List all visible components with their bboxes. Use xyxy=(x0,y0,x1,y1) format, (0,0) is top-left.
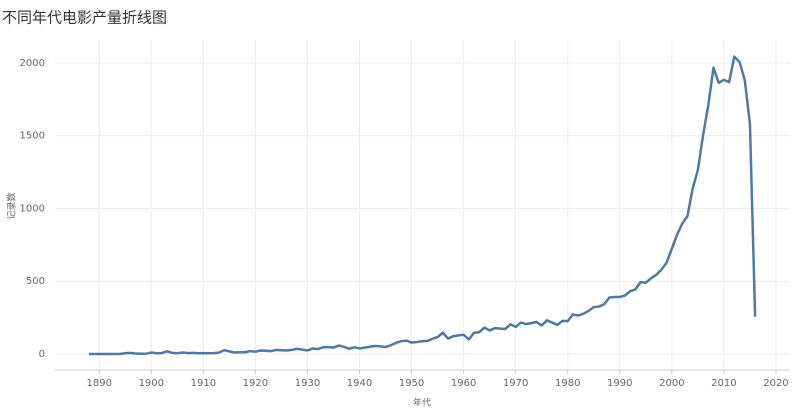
x-tick-label: 1930 xyxy=(295,378,320,389)
y-tick-label: 1500 xyxy=(20,131,45,142)
x-tick-label: 1900 xyxy=(139,378,164,389)
x-tick-label: 2010 xyxy=(711,378,736,389)
y-axis-label: 记录数 xyxy=(6,192,18,219)
x-tick-label: 1890 xyxy=(87,378,112,389)
x-tick-label: 1920 xyxy=(243,378,268,389)
x-tick-label: 1970 xyxy=(503,378,528,389)
y-tick-label: 500 xyxy=(26,276,45,287)
x-tick-label: 1950 xyxy=(399,378,424,389)
x-tick-label: 1910 xyxy=(191,378,216,389)
x-tick-label: 2000 xyxy=(659,378,684,389)
y-tick-label: 0 xyxy=(39,349,45,360)
x-tick-label: 2020 xyxy=(763,378,788,389)
y-tick-label: 2000 xyxy=(20,58,45,69)
chart-title: 不同年代电影产量折线图 xyxy=(2,9,167,27)
x-axis-label: 年代 xyxy=(413,397,431,409)
x-tick-label: 1980 xyxy=(555,378,580,389)
y-tick-label: 1000 xyxy=(20,203,45,214)
x-tick-label: 1940 xyxy=(347,378,372,389)
x-tick-label: 1960 xyxy=(451,378,476,389)
line-series xyxy=(88,55,757,356)
x-tick-label: 1990 xyxy=(607,378,632,389)
